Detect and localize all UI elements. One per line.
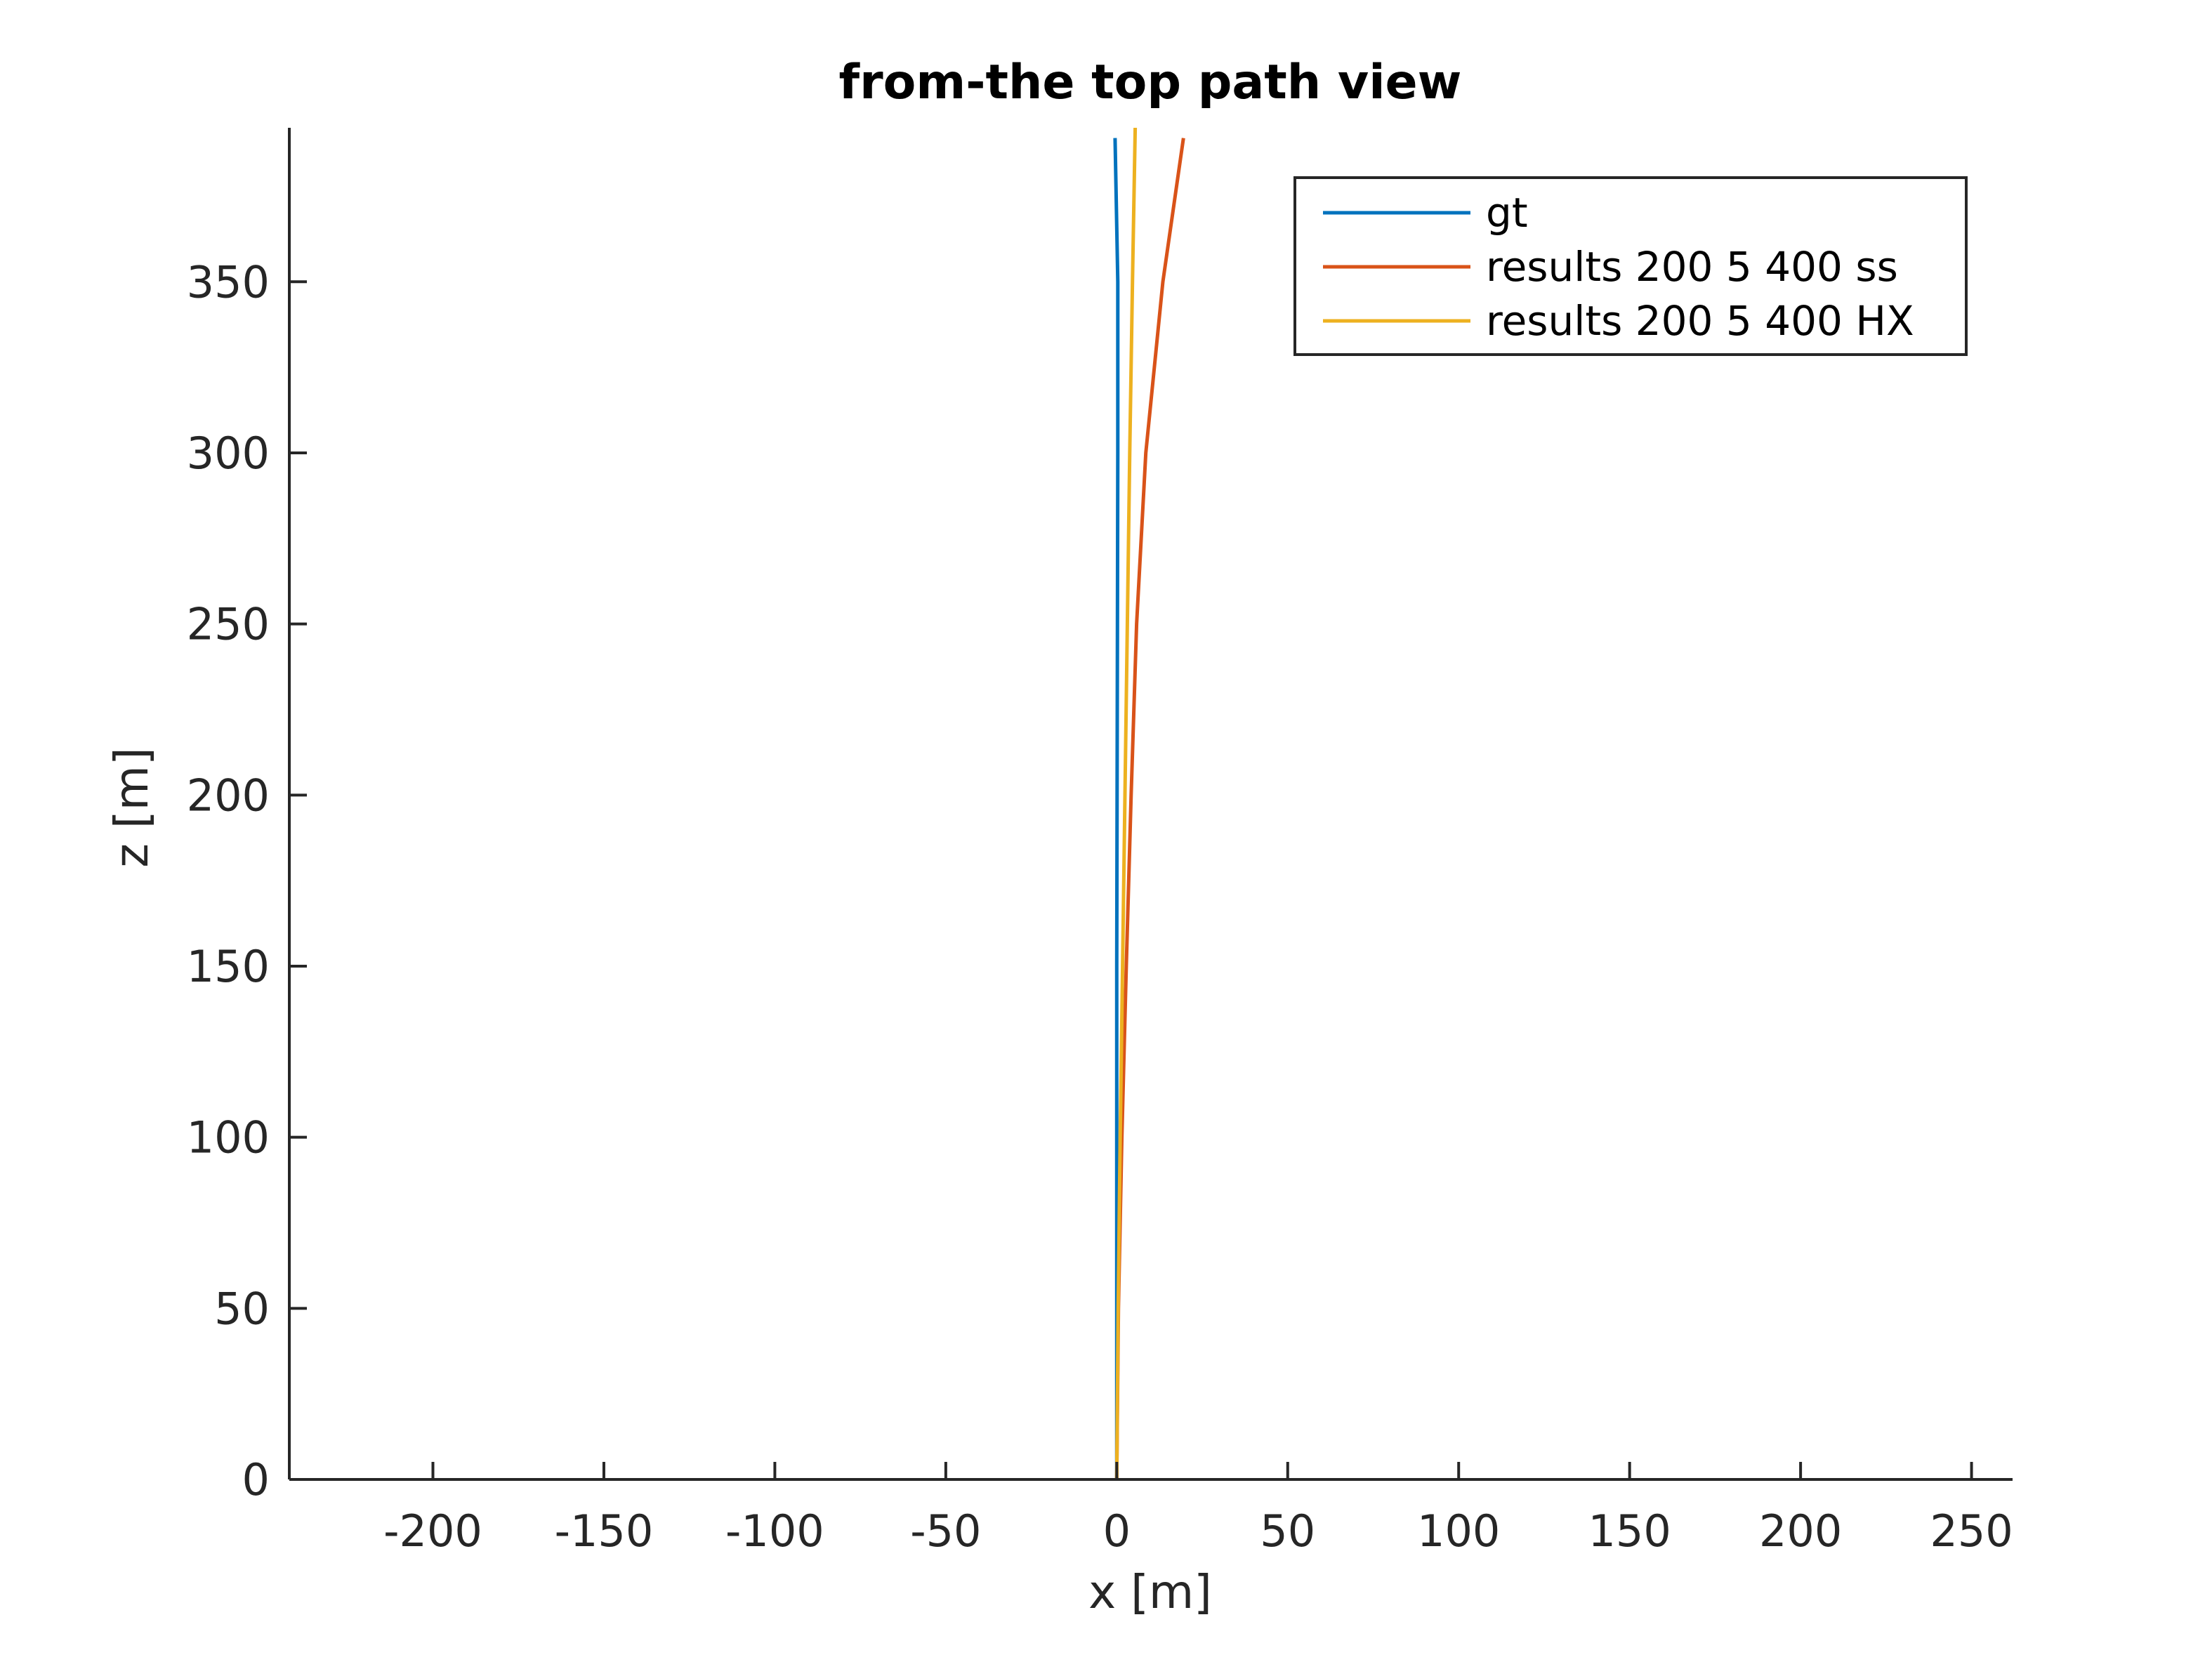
y-tick-label: 250 (187, 599, 270, 650)
x-tick-label: -150 (555, 1505, 654, 1557)
y-tick-label: 300 (187, 428, 270, 479)
legend: gt results 200 5 400 ss results 200 5 400 … (1293, 176, 1968, 356)
series-group (1113, 128, 1185, 1479)
series-line-0 (1113, 138, 1120, 1479)
legend-label-1: results 200 5 400 ss (1486, 243, 1898, 291)
series-line-1 (1114, 138, 1185, 1479)
legend-label-0: gt (1486, 189, 1528, 237)
x-tick-label: 200 (1759, 1505, 1842, 1557)
y-tick-label: 200 (187, 770, 270, 821)
chart-title: from-the top path view (839, 55, 1462, 110)
y-tick-label: 100 (187, 1112, 270, 1163)
x-axis-label: x [m] (1088, 1565, 1212, 1619)
series-line-2 (1114, 128, 1138, 1479)
y-tick-label: 150 (187, 941, 270, 992)
x-tick-label: -100 (725, 1505, 824, 1557)
x-tick-label: 150 (1588, 1505, 1671, 1557)
axes: -200 -150 -100 -50 0 50 100 150 200 250 0 50 100 150 2… (187, 128, 2013, 1557)
x-tick-label: 0 (1103, 1505, 1131, 1557)
y-tick-label: 350 (187, 256, 270, 308)
x-tick-label: 100 (1417, 1505, 1500, 1557)
x-tick-label: -200 (383, 1505, 482, 1557)
x-tick-label: -50 (910, 1505, 981, 1557)
x-tick-label: 250 (1930, 1505, 2013, 1557)
y-axis-label: z [m] (105, 747, 159, 867)
y-tick-label: 0 (242, 1454, 270, 1505)
plot-area (1113, 128, 1185, 1479)
y-tick-label: 50 (214, 1283, 270, 1334)
x-tick-label: 50 (1260, 1505, 1315, 1557)
legend-label-2: results 200 5 400 HX (1486, 297, 1914, 345)
